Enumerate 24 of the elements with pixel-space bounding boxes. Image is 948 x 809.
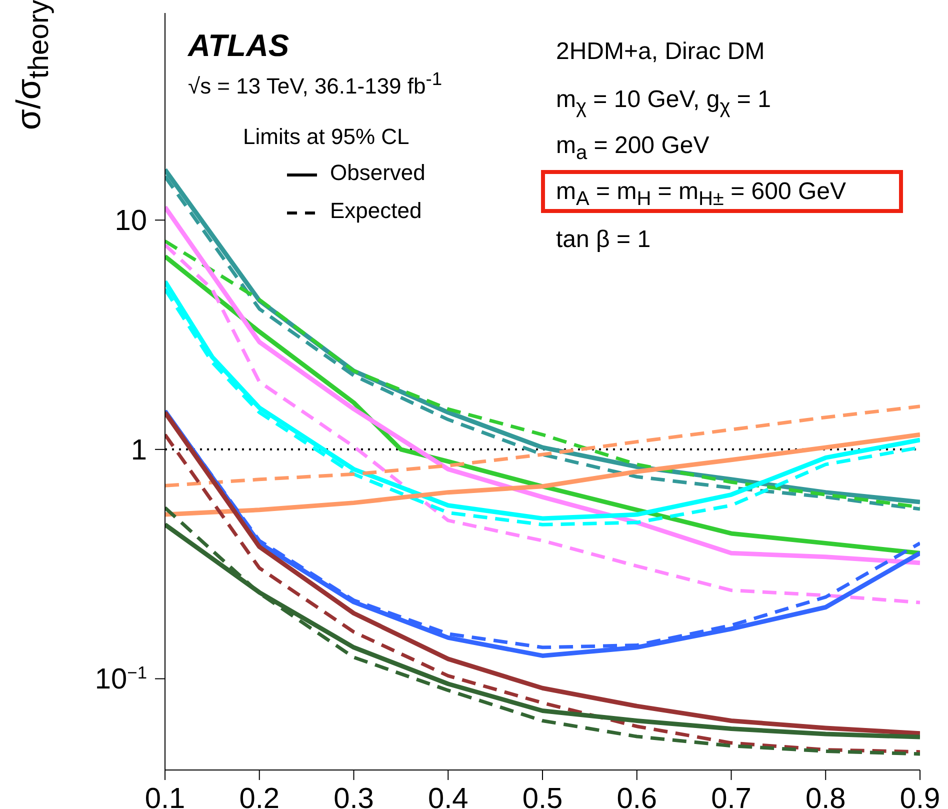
- x-tick-label: 0.9: [900, 783, 940, 809]
- annotation: √s = 13 TeV, 36.1-139 fb$^{-1}$: [188, 68, 442, 100]
- annotation: m$_{χ}$ = 10 GeV, g$_{χ}$ = 1: [556, 86, 771, 119]
- annotation: tan β = 1: [556, 226, 651, 254]
- x-tick-label: 0.1: [144, 783, 186, 809]
- annotation: m$_{a}$ = 200 GeV: [556, 132, 710, 165]
- x-tick-label: 0.7: [711, 783, 752, 809]
- legend-title: Limits at 95% CL: [243, 124, 410, 150]
- x-tick-label: 0.8: [805, 783, 846, 809]
- annotation: ATLAS: [188, 28, 290, 64]
- annotation: m$_{A}$ = m$_{H}$ = m$_{H±}$ = 600 GeV: [556, 178, 846, 211]
- line-series: [165, 404, 920, 488]
- y-tick-label: 10: [114, 205, 147, 238]
- x-tick-label: 0.6: [616, 783, 658, 809]
- annotation: Observed: [330, 160, 426, 186]
- y-tick-label: 1: [130, 434, 147, 466]
- x-tick-label: 0.5: [522, 783, 563, 809]
- line-series: [165, 432, 920, 517]
- x-tick-label: 0.4: [428, 783, 468, 809]
- x-tick-label: 0.2: [239, 783, 280, 809]
- x-tick-label: 0.3: [334, 783, 374, 809]
- y-tick-label: 10$^{−1}$: [94, 662, 147, 696]
- annotation: Expected: [330, 198, 422, 224]
- annotation: 2HDM+a, Dirac DM: [556, 38, 765, 66]
